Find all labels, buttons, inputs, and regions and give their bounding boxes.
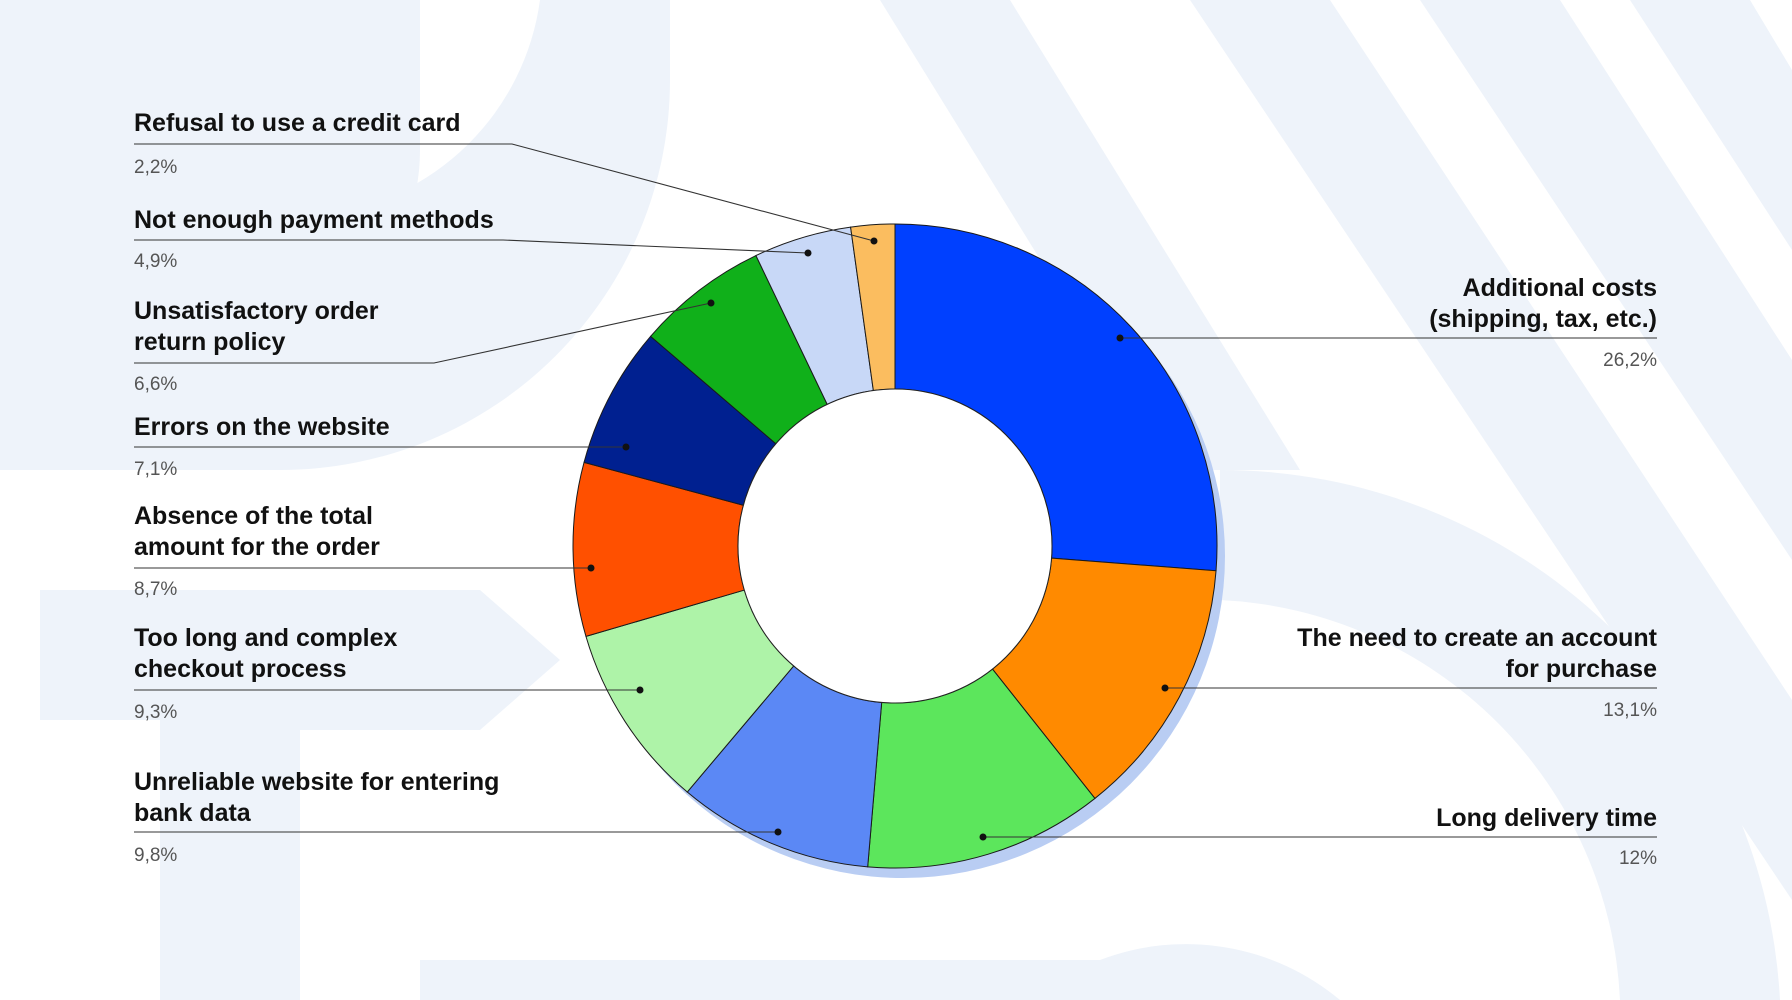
- slice-label: for purchase: [1506, 655, 1658, 683]
- slice-value-label: 2,2%: [134, 157, 177, 178]
- slice-value-label: 9,8%: [134, 845, 177, 866]
- slice-value-label: 12%: [1619, 848, 1657, 869]
- leader-dot: [636, 686, 644, 694]
- slice-value-label: 8,7%: [134, 579, 177, 600]
- leader-dot: [707, 299, 715, 307]
- bg-shape-bottom-left: [40, 590, 560, 1000]
- bg-arc-left: [0, 0, 670, 470]
- slice-label: Unsatisfactory order: [134, 297, 379, 325]
- slice-label: Absence of the total: [134, 502, 373, 530]
- bg-stripe-4: [1630, 0, 1792, 250]
- bg-shape-bottom: [420, 944, 1340, 1000]
- leader-dot: [1116, 334, 1124, 342]
- leader-dot: [587, 564, 595, 572]
- leader-dot: [870, 237, 878, 245]
- slice-label: (shipping, tax, etc.): [1429, 305, 1657, 333]
- slice-label: amount for the order: [134, 533, 380, 561]
- slice-label: checkout process: [134, 655, 347, 683]
- slice-label: Unreliable website for entering: [134, 768, 499, 796]
- leader-dot: [1161, 684, 1169, 692]
- slice-label: Too long and complex: [134, 624, 398, 652]
- slice-label: bank data: [134, 799, 252, 827]
- donut-hole: [737, 388, 1053, 704]
- slice-value-label: 9,3%: [134, 702, 177, 723]
- slice-label: return policy: [134, 328, 286, 356]
- slice-label: Errors on the website: [134, 413, 390, 441]
- slice-label: Refusal to use a credit card: [134, 109, 461, 137]
- slice-label: Not enough payment methods: [134, 206, 494, 234]
- leader-line: [134, 239, 809, 254]
- slice-value-label: 4,9%: [134, 251, 177, 272]
- bg-stripe-3: [1420, 0, 1792, 560]
- leader-dot: [804, 249, 812, 257]
- slice-label: Additional costs: [1463, 274, 1657, 302]
- leader-line: [134, 143, 875, 242]
- slice-value-label: 13,1%: [1603, 700, 1657, 721]
- bg-stripe-1: [880, 0, 1300, 470]
- slice-label: The need to create an account: [1297, 624, 1657, 652]
- slice-value-label: 7,1%: [134, 459, 177, 480]
- leader-line: [134, 302, 712, 364]
- leader-dot: [979, 833, 987, 841]
- slice-value-label: 6,6%: [134, 374, 177, 395]
- leader-dot: [622, 443, 630, 451]
- slice-value-label: 26,2%: [1603, 350, 1657, 371]
- bg-arc-bottom-right: [1220, 469, 1780, 1000]
- leader-dot: [774, 828, 782, 836]
- slice-label: Long delivery time: [1436, 804, 1657, 832]
